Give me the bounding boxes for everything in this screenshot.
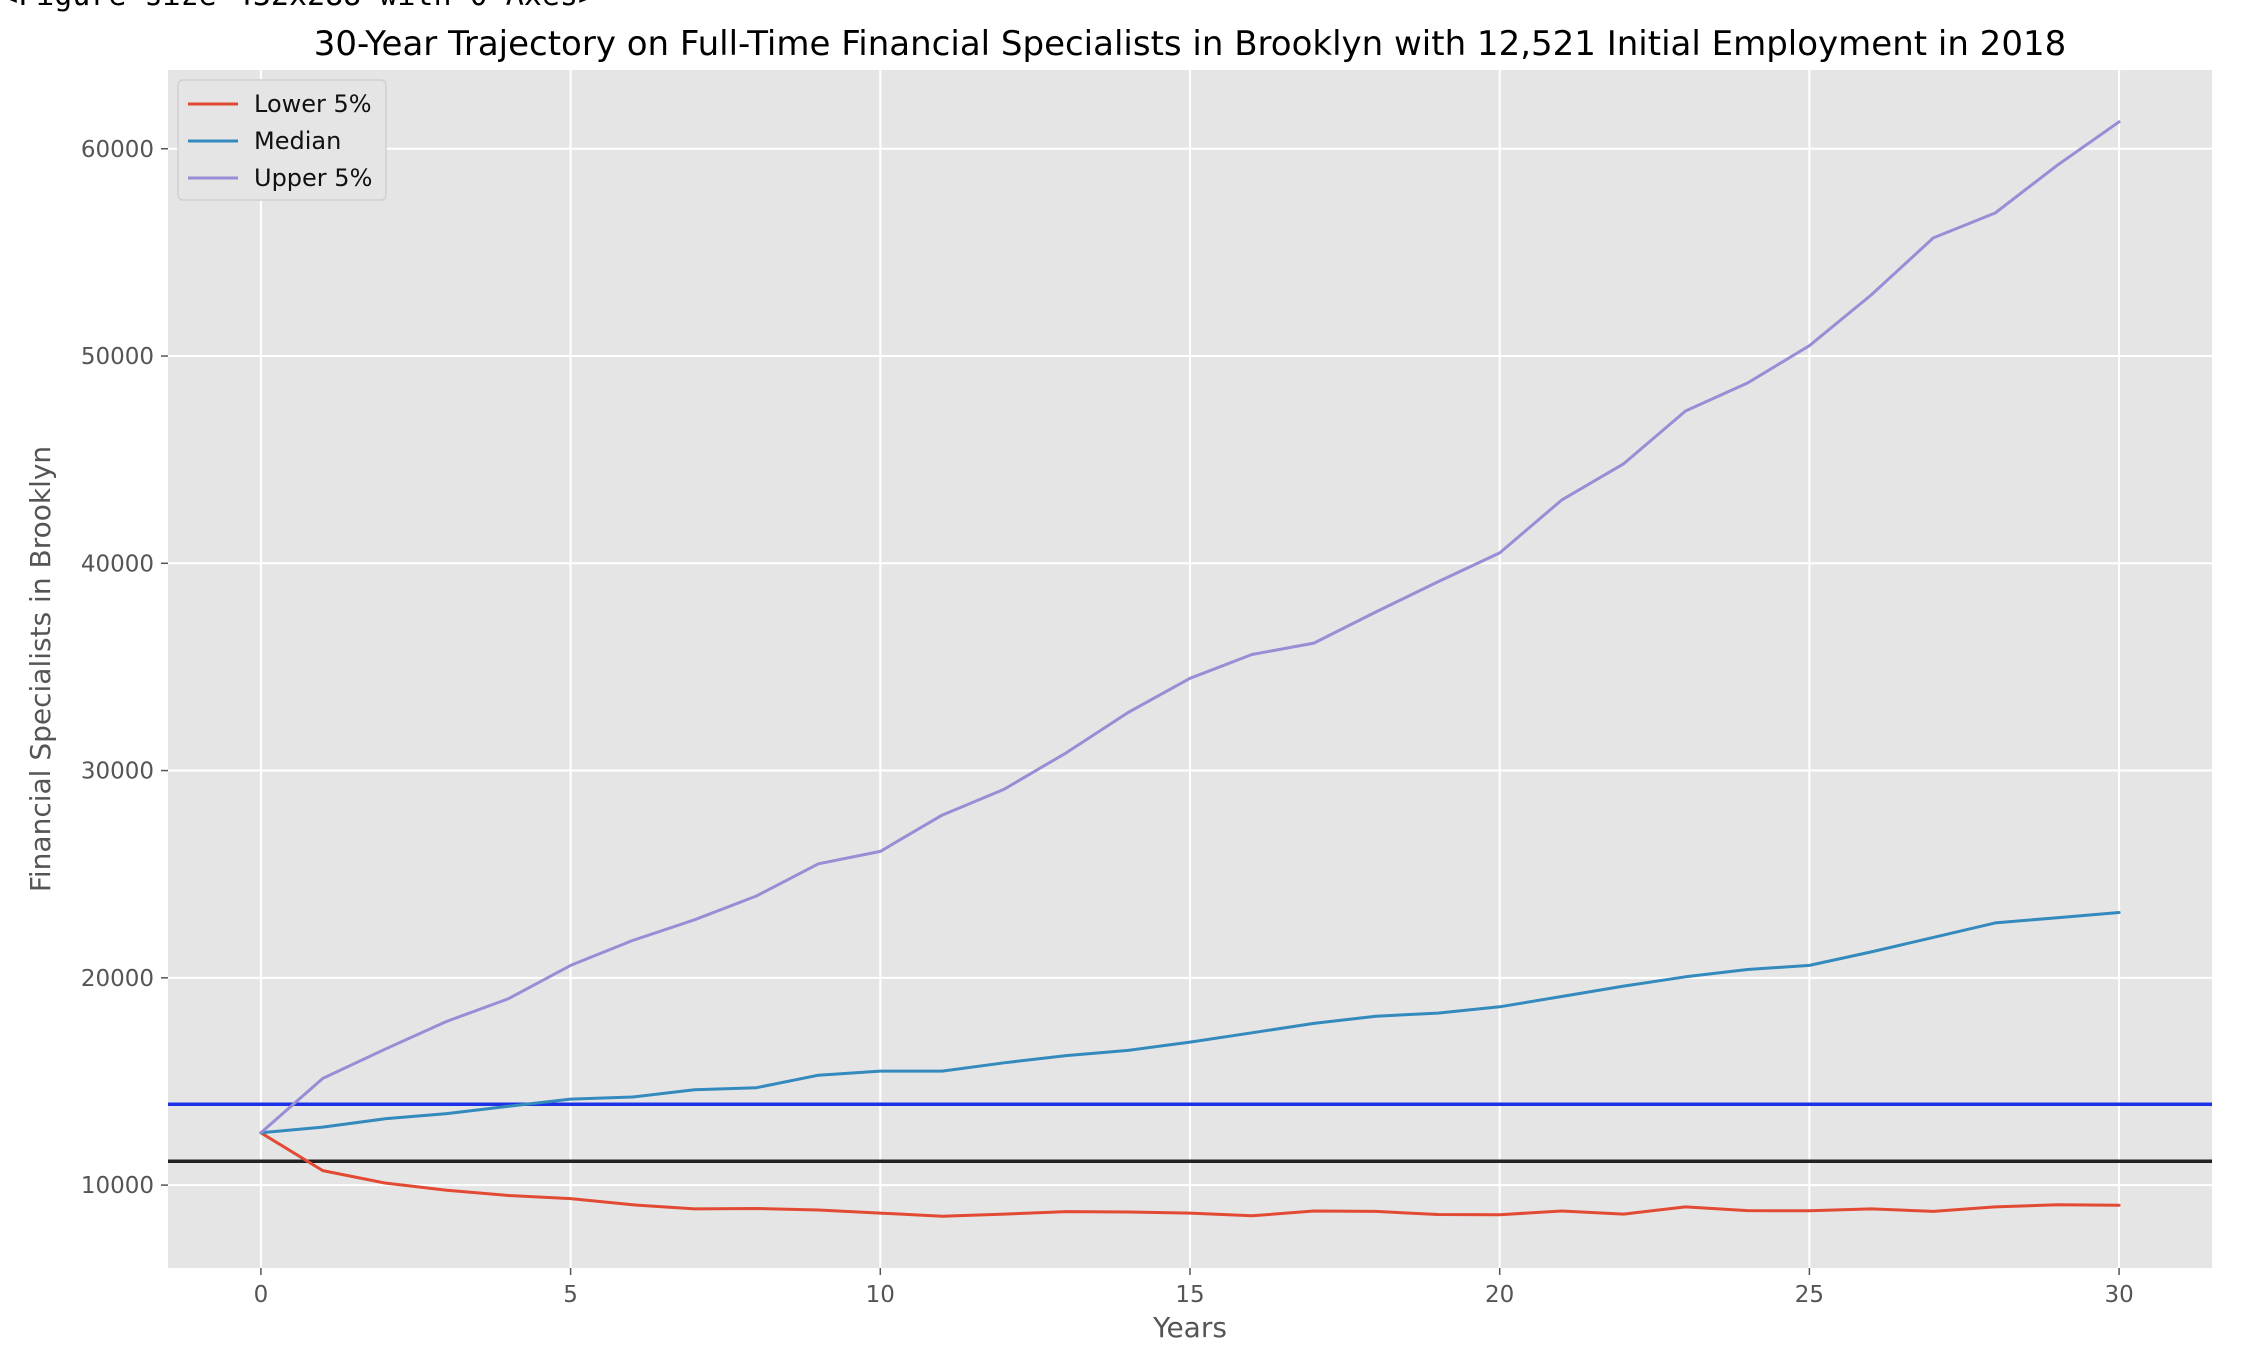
x-tick-labels: 0 5 10 15 20 25 30	[254, 1268, 2134, 1308]
x-tick-label: 30	[2104, 1282, 2133, 1308]
x-tick-label: 0	[254, 1282, 269, 1308]
x-tick-label: 15	[1175, 1282, 1204, 1308]
legend-entry: Upper 5%	[254, 164, 372, 192]
legend: Lower 5% Median Upper 5%	[177, 79, 387, 201]
x-axis-label: Years	[1152, 1311, 1227, 1344]
y-tick-label: 50000	[81, 344, 154, 370]
y-tick-label: 10000	[81, 1173, 154, 1199]
reference-lines	[168, 1102, 2212, 1164]
y-tick-label: 40000	[81, 551, 154, 577]
series-line-median	[259, 911, 2121, 1135]
y-axis-label: Financial Specialists in Brooklyn	[24, 446, 57, 892]
y-tick-label: 60000	[81, 137, 154, 163]
figure-caption: <Figure size 432x288 with 0 Axes>	[0, 0, 596, 13]
x-tick-label: 5	[563, 1282, 578, 1308]
series-line-upper-5-	[259, 120, 2121, 1135]
y-tick-label: 20000	[81, 966, 154, 992]
x-tick-label: 20	[1485, 1282, 1514, 1308]
legend-entry: Lower 5%	[254, 90, 372, 118]
y-tick-labels: 10000 20000 30000 40000 50000 60000	[81, 137, 168, 1199]
series-lines	[259, 120, 2121, 1218]
x-tick-label: 10	[866, 1282, 895, 1308]
x-tick-label: 25	[1795, 1282, 1824, 1308]
legend-frame	[177, 79, 387, 201]
y-tick-label: 30000	[81, 759, 154, 785]
chart-title: 30-Year Trajectory on Full-Time Financia…	[314, 24, 2066, 64]
series-line-lower-5-	[259, 1131, 2121, 1218]
grid	[168, 70, 2212, 1268]
legend-entry: Median	[254, 127, 341, 155]
